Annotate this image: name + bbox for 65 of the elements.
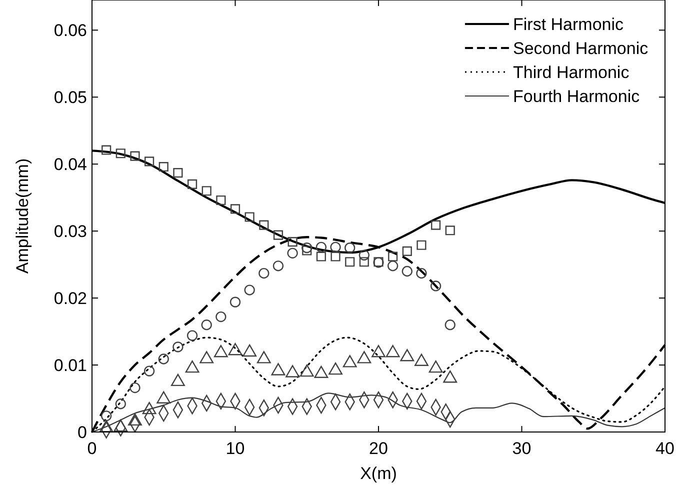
y-tick-label: 0.06: [54, 21, 87, 40]
x-tick-label: 10: [226, 439, 245, 458]
point: [344, 242, 356, 254]
point: [230, 296, 241, 308]
point: [116, 148, 126, 158]
point: [201, 320, 212, 330]
point: [158, 354, 169, 364]
x-tick-label: 20: [369, 439, 388, 458]
point: [316, 242, 327, 252]
point: [388, 260, 398, 272]
point: [345, 257, 355, 267]
legend-label: First Harmonic: [513, 14, 624, 34]
point: [330, 252, 340, 262]
point: [288, 237, 298, 247]
point: [287, 248, 298, 258]
x-tick-label: 30: [512, 439, 532, 458]
y-tick-label: 0.01: [54, 356, 87, 375]
point: [402, 266, 412, 277]
point: [273, 230, 284, 240]
point: [359, 257, 369, 267]
point: [330, 242, 341, 252]
point: [102, 145, 112, 155]
point: [202, 186, 212, 196]
point: [172, 342, 184, 352]
y-tick-label: 0: [78, 422, 87, 442]
point: [258, 268, 270, 279]
point: [144, 366, 155, 376]
point: [402, 246, 412, 256]
point: [430, 280, 442, 292]
point: [302, 246, 312, 256]
point: [244, 212, 254, 222]
point: [186, 330, 198, 341]
point: [302, 242, 312, 254]
legend-label: Fourth Harmonic: [513, 86, 640, 106]
y-tick-label: 0.05: [54, 88, 87, 108]
point: [358, 250, 370, 260]
y-tick-label: 0.03: [54, 222, 87, 242]
point: [158, 162, 168, 172]
point: [272, 260, 284, 272]
y-tick-label: 0.04: [54, 155, 87, 174]
point: [431, 220, 441, 230]
point: [101, 410, 112, 422]
point: [130, 382, 140, 394]
point: [230, 204, 240, 214]
x-axis-title: X(m): [360, 464, 397, 483]
legend-label: Second Harmonic: [513, 38, 649, 58]
point: [316, 252, 326, 262]
y-tick-label: 0.02: [54, 288, 87, 308]
point: [416, 268, 427, 279]
x-tick-label: 40: [656, 439, 674, 458]
point: [445, 226, 455, 236]
legend-label: Third Harmonic: [513, 62, 630, 82]
point: [388, 252, 398, 262]
y-axis-title: Amplitude(mm): [13, 158, 32, 274]
point: [244, 284, 255, 296]
point: [216, 195, 226, 206]
point: [444, 320, 456, 330]
point: [187, 179, 198, 189]
point: [144, 156, 154, 166]
point: [216, 311, 226, 322]
point: [130, 151, 140, 161]
point: [416, 240, 426, 250]
point: [173, 168, 183, 178]
point: [115, 398, 126, 410]
point: [259, 220, 269, 230]
